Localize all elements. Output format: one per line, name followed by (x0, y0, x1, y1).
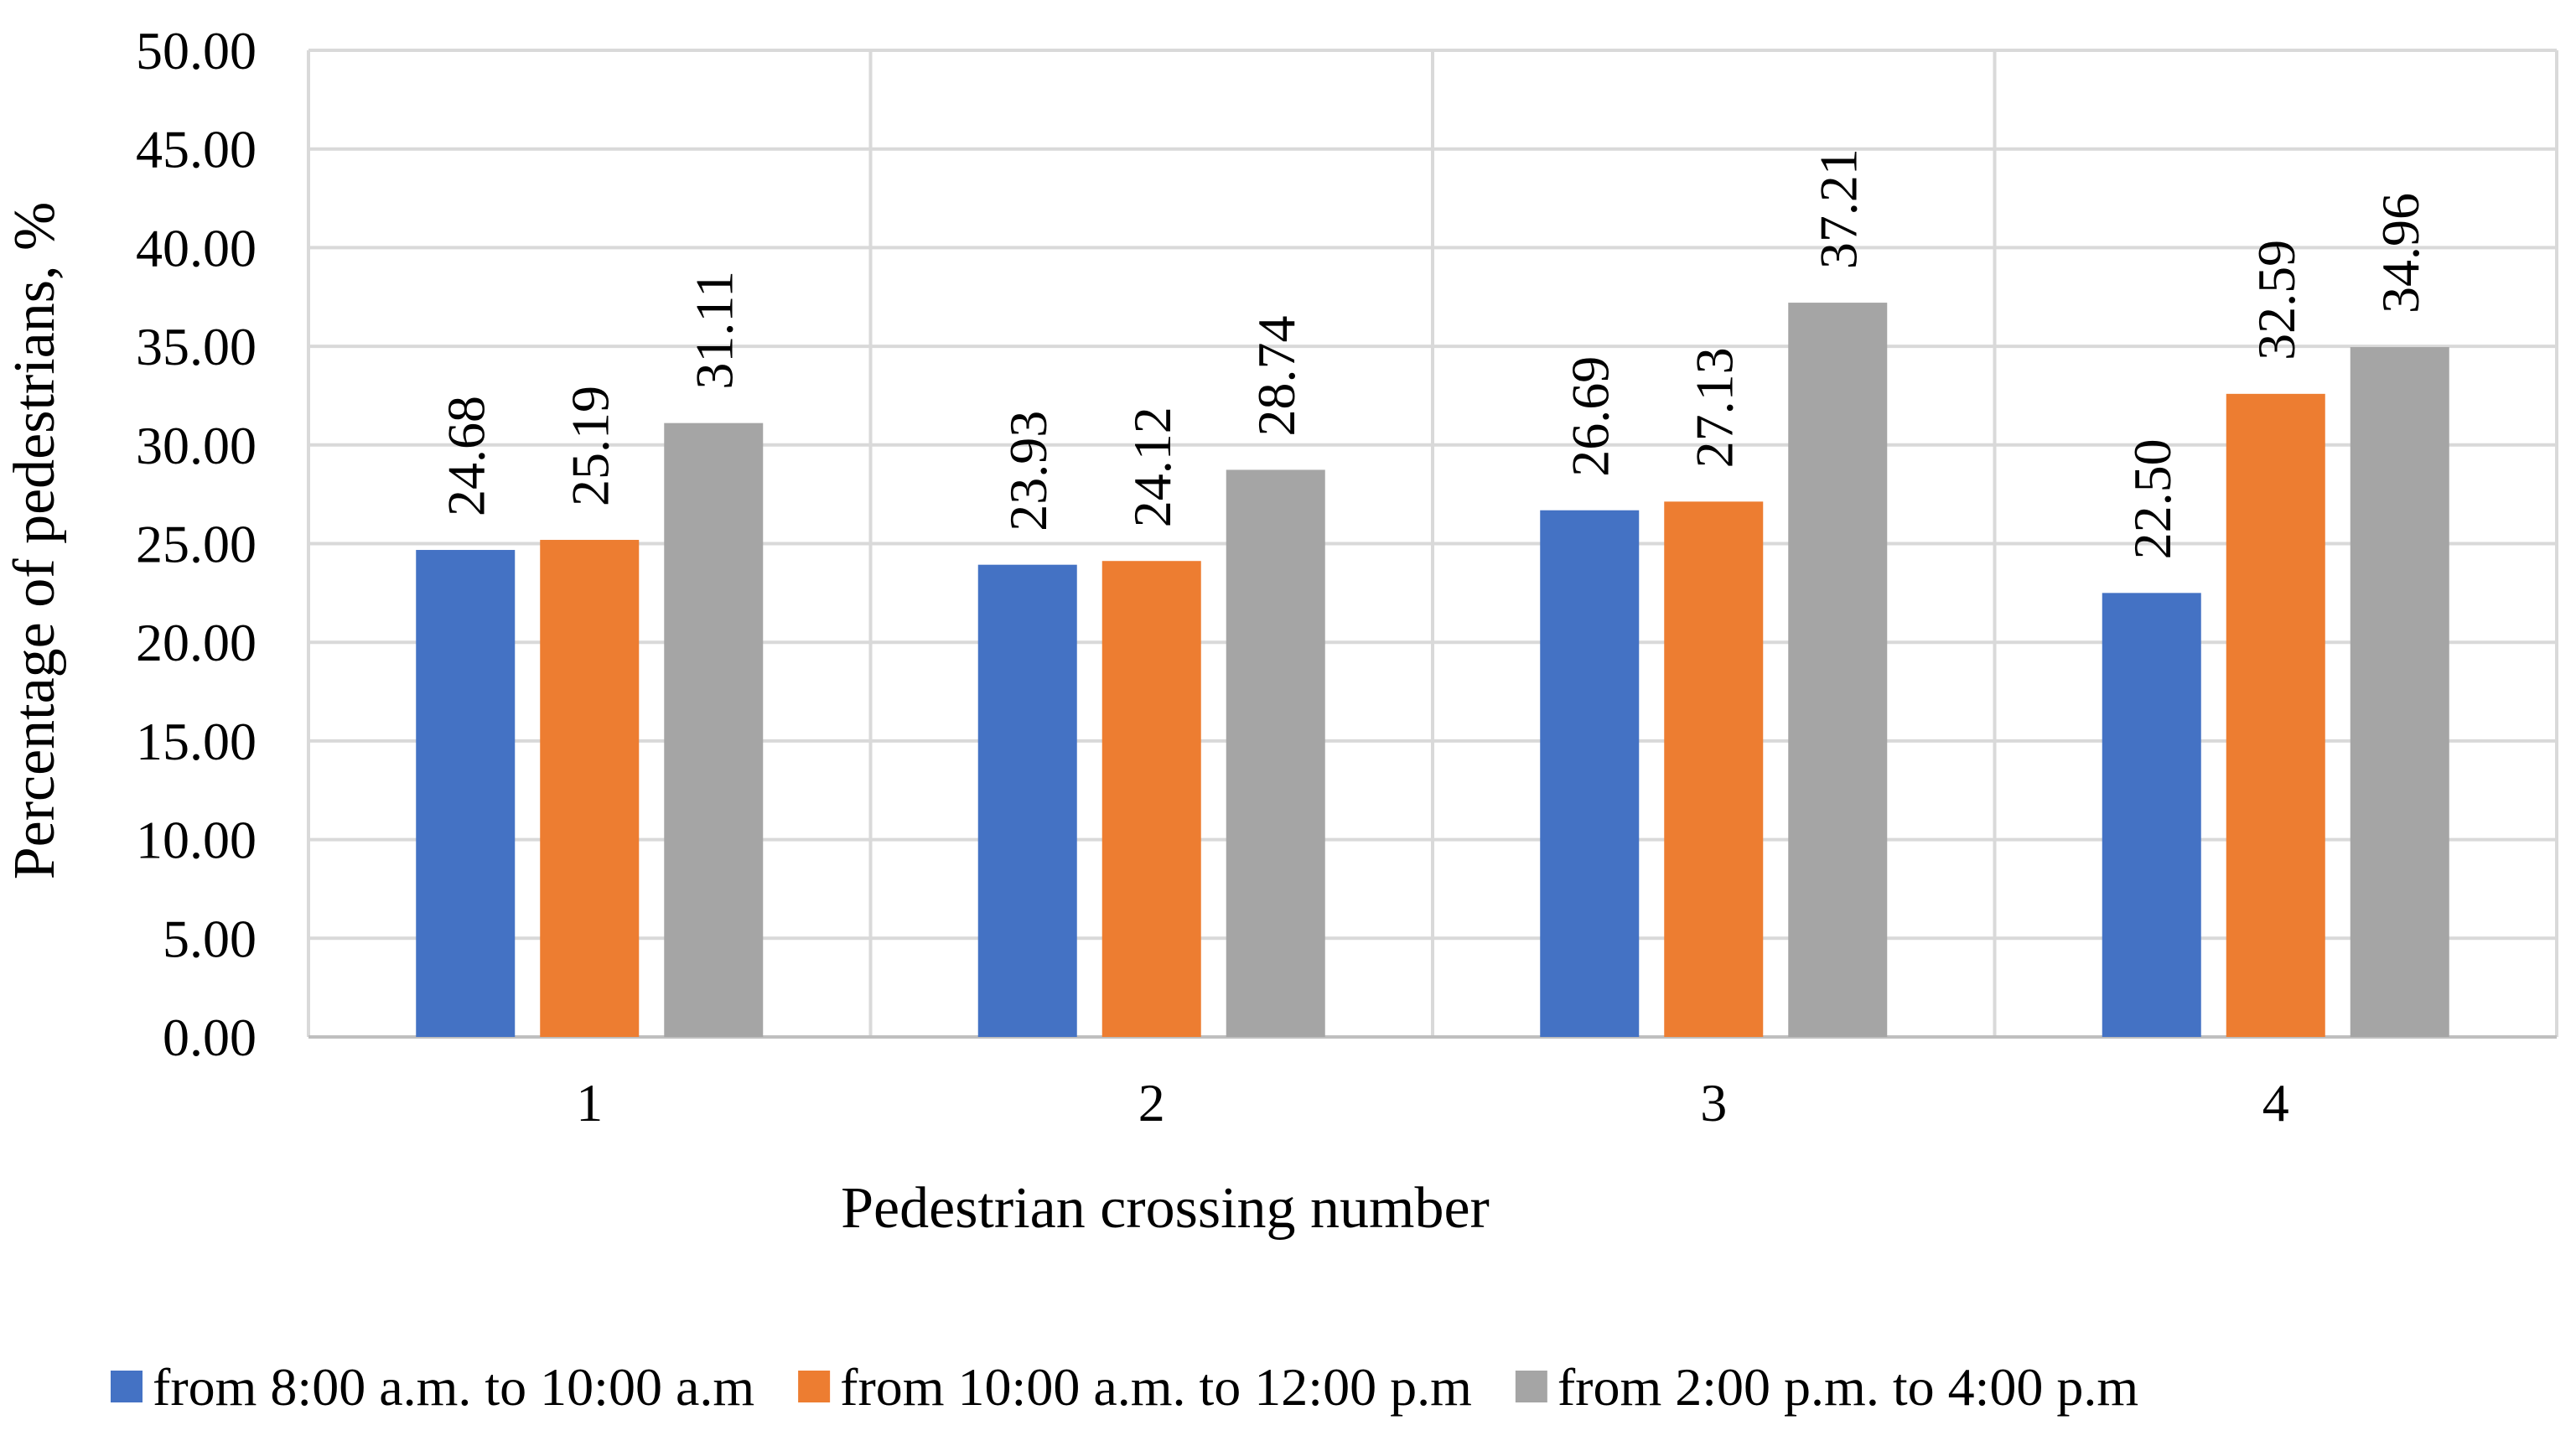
y-tick-label: 50.00 (136, 21, 257, 80)
y-tick-label: 45.00 (136, 120, 257, 179)
y-tick-label: 40.00 (136, 218, 257, 277)
x-axis-title: Pedestrian crossing number (841, 1176, 1490, 1241)
y-tick-label: 35.00 (136, 317, 257, 376)
bar (2102, 593, 2201, 1037)
legend-swatch (798, 1371, 831, 1402)
x-tick-label: 4 (2262, 1073, 2289, 1133)
data-label: 23.93 (998, 411, 1058, 531)
y-tick-label: 20.00 (136, 613, 257, 672)
bar (416, 550, 516, 1037)
bar (540, 540, 640, 1037)
y-tick-label: 10.00 (136, 811, 257, 870)
x-axis-ticks: 1 2 3 4 (576, 1073, 2289, 1133)
data-label: 31.11 (684, 271, 744, 390)
data-label: 24.68 (436, 396, 495, 516)
data-label: 28.74 (1247, 315, 1306, 436)
y-tick-label: 25.00 (136, 515, 257, 574)
legend-label: from 10:00 a.m. to 12:00 p.m (840, 1357, 1472, 1417)
bar (1664, 501, 1764, 1037)
grid (307, 49, 2558, 1039)
bar (1101, 561, 1201, 1037)
bar (1540, 510, 1640, 1037)
data-label: 37.21 (1808, 148, 1868, 269)
data-label: 25.19 (560, 386, 619, 506)
x-tick-label: 1 (576, 1073, 603, 1133)
bar (2226, 393, 2325, 1037)
legend-label: from 2:00 p.m. to 4:00 p.m (1558, 1357, 2138, 1417)
data-label: 22.50 (2122, 438, 2182, 559)
legend-label: from 8:00 a.m. to 10:00 a.m (153, 1357, 754, 1417)
bars (416, 303, 2449, 1037)
data-labels: 24.68 25.19 31.11 23.93 24.12 28.74 26.69 27.13… (436, 148, 2430, 559)
bar (1226, 469, 1325, 1037)
data-label: 34.96 (2371, 193, 2430, 314)
bar (1788, 303, 1888, 1037)
data-label: 32.59 (2247, 240, 2306, 360)
legend-swatch (1515, 1371, 1547, 1402)
bar (2350, 347, 2449, 1037)
y-axis-title: Percentage of pedestrians, % (3, 202, 67, 880)
legend: from 8:00 a.m. to 10:00 a.m from 10:00 a.… (111, 1357, 2138, 1417)
y-tick-label: 0.00 (163, 1008, 257, 1067)
data-label: 24.12 (1122, 407, 1182, 527)
legend-swatch (111, 1371, 143, 1402)
bar (977, 564, 1077, 1037)
data-label: 27.13 (1684, 347, 1744, 468)
x-tick-label: 3 (1700, 1073, 1727, 1133)
bar (664, 422, 764, 1037)
y-tick-label: 5.00 (163, 909, 257, 968)
x-tick-label: 2 (1138, 1073, 1165, 1133)
y-tick-label: 15.00 (136, 712, 257, 771)
data-label: 26.69 (1560, 356, 1620, 477)
y-tick-label: 30.00 (136, 416, 257, 475)
y-axis-ticks: 0.00 5.00 10.00 15.00 20.00 25.00 30.00 35.00 40… (136, 21, 257, 1067)
